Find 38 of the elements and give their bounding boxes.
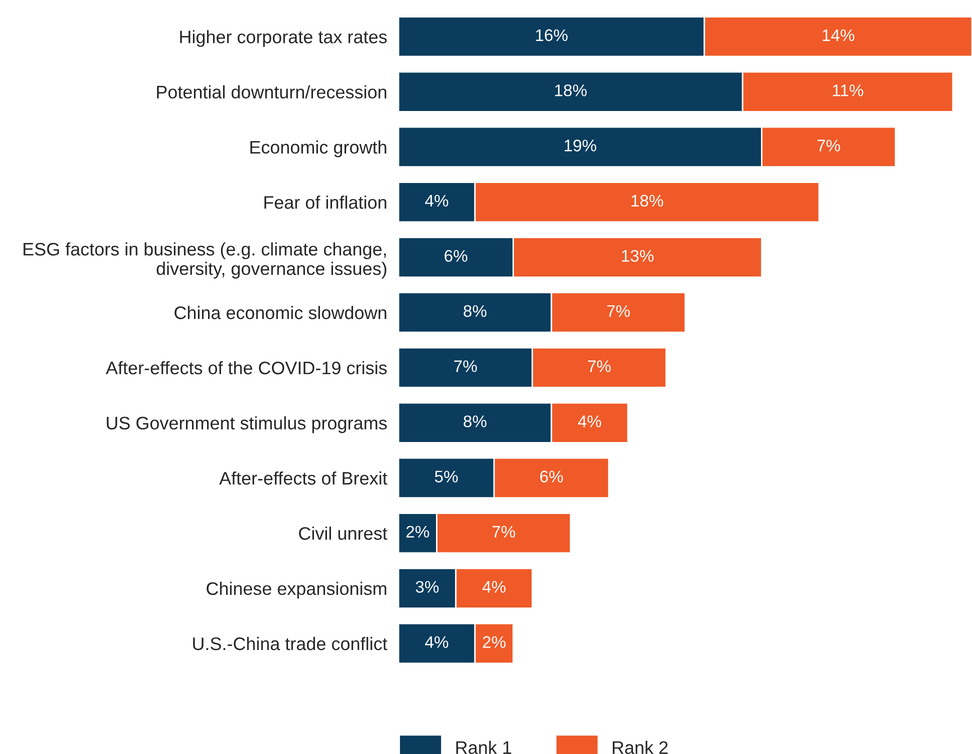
data-label: 18% xyxy=(632,194,664,207)
data-label: 7% xyxy=(588,360,611,372)
data-label: 7% xyxy=(607,305,630,317)
y-tick-label: US Government stimulus programs xyxy=(106,416,387,434)
data-label: 4% xyxy=(425,636,448,648)
data-label: 4% xyxy=(482,581,506,593)
legend-label: Rank 1 xyxy=(456,740,512,754)
data-label: 7% xyxy=(492,526,516,538)
y-tick-label: Higher corporate tax rates xyxy=(180,30,387,47)
y-tick-label: After-effects of the COVID-19 crisis xyxy=(106,361,387,374)
data-label: 19% xyxy=(564,140,596,152)
data-label: 4% xyxy=(425,194,448,207)
data-label: 7% xyxy=(454,360,477,372)
data-label: 2% xyxy=(406,526,430,538)
data-label: 6% xyxy=(540,470,563,482)
y-tick-label: After-effects of Brexit xyxy=(219,471,388,485)
y-tick-label: Economic growth xyxy=(250,140,386,158)
data-label: 11% xyxy=(832,84,864,96)
y-tick-label: Potential downturn/recession xyxy=(157,85,386,99)
y-tick-label: ESG factors in business (e.g. climate change, diversity, governance issues) xyxy=(24,242,386,279)
data-label: 16% xyxy=(536,29,568,42)
data-label: 6% xyxy=(444,250,468,262)
legend-label: Rank 2 xyxy=(612,740,668,754)
data-label: 2% xyxy=(482,636,506,648)
data-label: 7% xyxy=(817,140,840,152)
y-tick-label: China economic slowdown xyxy=(174,306,386,320)
y-tick-label: Chinese expansionism xyxy=(206,582,386,599)
data-label: 8% xyxy=(464,415,486,428)
data-label: 13% xyxy=(622,250,654,262)
data-label: 5% xyxy=(434,470,458,482)
y-tick-label: U.S.-China trade conflict xyxy=(193,636,388,650)
data-label: 18% xyxy=(555,84,587,96)
data-label: 3% xyxy=(416,580,439,593)
y-tick-label: Civil unrest xyxy=(299,526,388,540)
data-label: 14% xyxy=(822,29,854,42)
data-label: 4% xyxy=(578,416,602,428)
y-tick-label: Fear of inflation xyxy=(264,196,386,209)
data-label: 8% xyxy=(464,305,486,317)
